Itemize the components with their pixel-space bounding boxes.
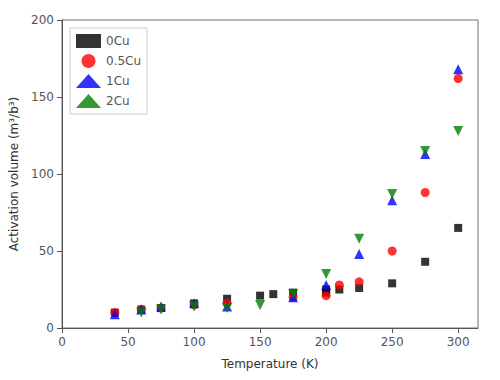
svg-text:300: 300 xyxy=(447,335,470,349)
svg-text:150: 150 xyxy=(31,90,54,104)
svg-text:50: 50 xyxy=(39,244,54,258)
svg-text:0Cu: 0Cu xyxy=(106,34,130,48)
svg-text:1Cu: 1Cu xyxy=(106,74,130,88)
svg-text:200: 200 xyxy=(315,335,338,349)
svg-text:150: 150 xyxy=(249,335,272,349)
svg-text:100: 100 xyxy=(183,335,206,349)
svg-text:0: 0 xyxy=(58,335,66,349)
svg-text:250: 250 xyxy=(381,335,404,349)
svg-text:0.5Cu: 0.5Cu xyxy=(106,54,141,68)
svg-text:Activation volume (m³/b³): Activation volume (m³/b³) xyxy=(7,97,21,252)
svg-text:100: 100 xyxy=(31,167,54,181)
svg-text:0: 0 xyxy=(46,321,54,335)
svg-text:200: 200 xyxy=(31,13,54,27)
svg-text:2Cu: 2Cu xyxy=(106,94,130,108)
svg-text:Temperature (K): Temperature (K) xyxy=(220,357,318,371)
svg-text:50: 50 xyxy=(120,335,135,349)
